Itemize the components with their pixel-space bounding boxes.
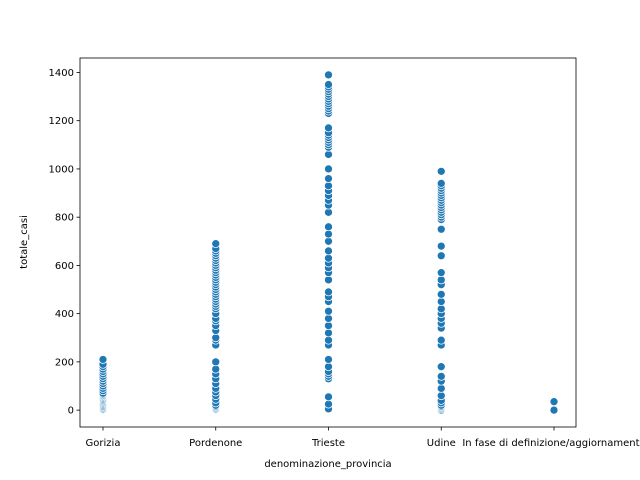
data-point <box>436 268 446 277</box>
x-axis-label: denominazione_provincia <box>264 459 391 470</box>
x-tick-label: Gorizia <box>86 438 121 449</box>
x-tick-label: Pordenone <box>189 438 242 449</box>
plot-frame <box>79 57 577 428</box>
data-point <box>436 304 446 314</box>
data-point <box>436 362 446 372</box>
data-point <box>324 314 333 323</box>
data-point <box>324 321 333 331</box>
data-point <box>549 397 559 407</box>
y-tick-label: 0 <box>68 406 74 417</box>
x-tick-label: In fase di definizione/aggiornamento <box>462 438 640 449</box>
data-point <box>324 362 333 372</box>
data-point <box>324 123 333 133</box>
data-point <box>436 251 446 261</box>
points-layer <box>98 70 559 415</box>
data-point <box>324 355 333 364</box>
data-point <box>436 179 446 188</box>
data-point <box>324 392 333 402</box>
y-tick-label: 200 <box>55 357 74 368</box>
data-point <box>324 335 333 345</box>
data-point <box>324 246 333 256</box>
y-tick-label: 400 <box>55 309 74 320</box>
y-tick-label: 1200 <box>49 116 74 127</box>
data-point <box>211 333 221 343</box>
y-tick-label: 600 <box>55 261 74 272</box>
data-point <box>436 391 446 400</box>
data-point <box>436 384 446 393</box>
data-point <box>211 239 221 249</box>
y-ticks: 0 200 400 600 800 1000 1200 1400 <box>49 68 80 417</box>
data-point <box>436 224 446 234</box>
data-point <box>324 399 333 409</box>
data-point <box>436 335 446 345</box>
data-point <box>436 241 446 251</box>
data-point <box>324 181 333 191</box>
data-point <box>549 405 559 415</box>
y-tick-label: 800 <box>55 213 74 224</box>
data-point <box>324 222 333 232</box>
data-point <box>436 275 446 285</box>
y-tick-label: 1000 <box>49 164 74 175</box>
x-ticks: Gorizia Pordenone Trieste Udine In fase di d… <box>86 427 640 449</box>
data-point <box>324 275 333 285</box>
data-point <box>324 328 333 338</box>
data-point <box>324 208 333 217</box>
x-tick-label: Udine <box>427 438 456 449</box>
data-point <box>211 364 221 374</box>
x-tick-label: Trieste <box>311 438 345 449</box>
data-point <box>211 357 221 367</box>
data-point <box>436 290 446 299</box>
y-tick-label: 1400 <box>49 68 74 79</box>
data-point <box>324 174 333 183</box>
data-point <box>98 355 108 364</box>
data-point <box>324 306 333 316</box>
data-point <box>324 236 333 246</box>
data-point <box>324 80 333 89</box>
data-point <box>436 372 446 381</box>
data-point <box>436 167 446 176</box>
data-point <box>324 253 333 263</box>
data-point <box>436 297 446 306</box>
data-point <box>324 229 333 239</box>
y-axis-label: totale_casi <box>19 215 30 269</box>
data-point <box>324 164 333 174</box>
data-point <box>324 70 333 80</box>
data-point <box>324 150 333 159</box>
data-point <box>324 287 333 297</box>
